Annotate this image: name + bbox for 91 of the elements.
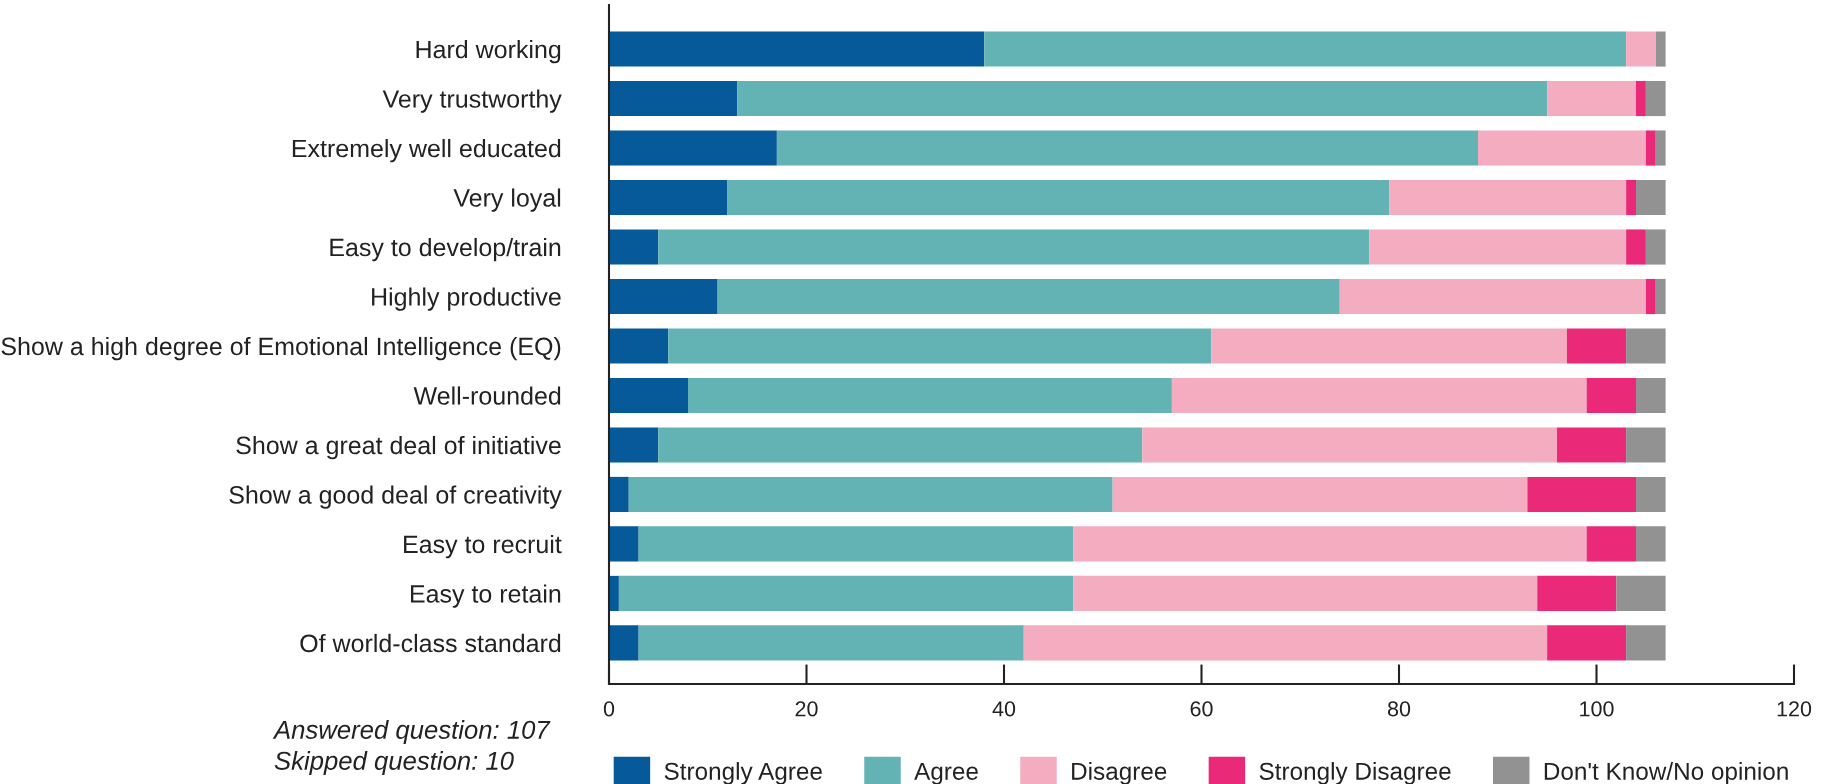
bar bbox=[1645, 229, 1666, 265]
bar bbox=[1645, 80, 1666, 117]
x-tick-label: 20 bbox=[795, 701, 818, 717]
bar bbox=[1636, 377, 1666, 414]
bar bbox=[658, 229, 1370, 265]
bar bbox=[1645, 130, 1656, 166]
bar bbox=[1616, 575, 1666, 611]
bar bbox=[1537, 575, 1617, 611]
x-tick-label: 80 bbox=[1387, 701, 1411, 717]
bar bbox=[727, 179, 1390, 216]
bar bbox=[717, 278, 1340, 315]
bar bbox=[609, 427, 659, 463]
y-tick-label: Extremely well educated bbox=[292, 138, 561, 163]
bar bbox=[1369, 229, 1627, 265]
bar bbox=[609, 278, 718, 315]
y-tick-label: Very trustworthy bbox=[382, 89, 562, 113]
bar bbox=[668, 328, 1212, 364]
bar bbox=[609, 80, 738, 117]
legend-label: Disagree bbox=[1072, 762, 1167, 784]
bar bbox=[1142, 427, 1557, 463]
bar bbox=[1547, 80, 1636, 117]
bar bbox=[609, 377, 688, 414]
bar bbox=[609, 229, 659, 265]
bar bbox=[609, 625, 639, 661]
y-tick-label: Easy to develop/train bbox=[330, 237, 561, 262]
x-tick-label: 60 bbox=[1190, 701, 1213, 717]
x-tick-label: 0 bbox=[603, 701, 615, 717]
legend-label: Don't Know/No opinion bbox=[1544, 762, 1788, 784]
bar bbox=[776, 130, 1478, 166]
bar bbox=[1586, 377, 1636, 414]
bar bbox=[1586, 526, 1636, 562]
bar bbox=[638, 625, 1024, 661]
bar bbox=[1073, 526, 1587, 562]
bar bbox=[1073, 575, 1538, 611]
bar bbox=[1339, 278, 1646, 315]
y-tick-label: Show a good deal of creativity bbox=[229, 485, 562, 509]
bar bbox=[1626, 328, 1666, 364]
y-tick-label: Show a high degree of Emotional Intelligence (EQ) bbox=[1, 336, 561, 361]
bar bbox=[1636, 80, 1646, 117]
bar bbox=[984, 31, 1627, 67]
x-tick-label: 120 bbox=[1777, 701, 1812, 717]
bar bbox=[628, 476, 1113, 513]
legend-label: Agree bbox=[914, 762, 978, 784]
bar bbox=[1636, 476, 1666, 513]
bar bbox=[609, 179, 728, 216]
bar bbox=[1557, 427, 1627, 463]
bar bbox=[609, 31, 985, 67]
bar bbox=[1566, 328, 1627, 364]
bar bbox=[1655, 31, 1666, 67]
bar bbox=[1171, 377, 1587, 414]
bar bbox=[1626, 31, 1656, 67]
bar bbox=[737, 80, 1548, 117]
bar bbox=[1023, 625, 1548, 661]
y-tick-label: Very loyal bbox=[453, 188, 561, 212]
bar bbox=[1626, 179, 1636, 216]
bar bbox=[609, 575, 619, 611]
y-tick-label: Of world-class standard bbox=[300, 633, 561, 653]
y-tick-label: Easy to retain bbox=[410, 584, 561, 608]
y-tick-label: Easy to recruit bbox=[404, 534, 562, 559]
legend-label: Strongly Agree bbox=[664, 762, 822, 784]
bar bbox=[1626, 625, 1666, 661]
bar bbox=[1547, 625, 1627, 661]
x-tick-label: 40 bbox=[992, 701, 1016, 717]
y-tick-label: Highly productive bbox=[372, 287, 561, 311]
text: Answered question: 107 bbox=[272, 720, 551, 744]
bar bbox=[638, 526, 1074, 562]
bar bbox=[618, 575, 1074, 611]
bar bbox=[1626, 229, 1646, 265]
bar bbox=[1636, 526, 1666, 562]
bar bbox=[609, 526, 639, 562]
bar bbox=[1645, 278, 1656, 315]
bar bbox=[1527, 476, 1636, 513]
y-tick-label: Hard working bbox=[416, 39, 561, 64]
bar bbox=[688, 377, 1172, 414]
bar bbox=[1211, 328, 1567, 364]
bar bbox=[1478, 130, 1646, 166]
bar bbox=[609, 476, 629, 513]
bar bbox=[609, 328, 669, 364]
text: Skipped question: 10 bbox=[274, 751, 514, 775]
bar bbox=[1626, 427, 1666, 463]
bar bbox=[1655, 278, 1666, 315]
bar bbox=[1389, 179, 1627, 216]
bar bbox=[1636, 179, 1666, 216]
bar bbox=[609, 130, 777, 166]
bar bbox=[1112, 476, 1528, 513]
y-tick-label: Well-rounded bbox=[413, 386, 561, 405]
x-tick-label: 100 bbox=[1580, 701, 1614, 717]
legend-label: Strongly Disagree bbox=[1259, 762, 1451, 784]
bar bbox=[658, 427, 1143, 463]
y-tick-label: Show a great deal of initiative bbox=[236, 435, 561, 460]
bar bbox=[1655, 130, 1666, 166]
